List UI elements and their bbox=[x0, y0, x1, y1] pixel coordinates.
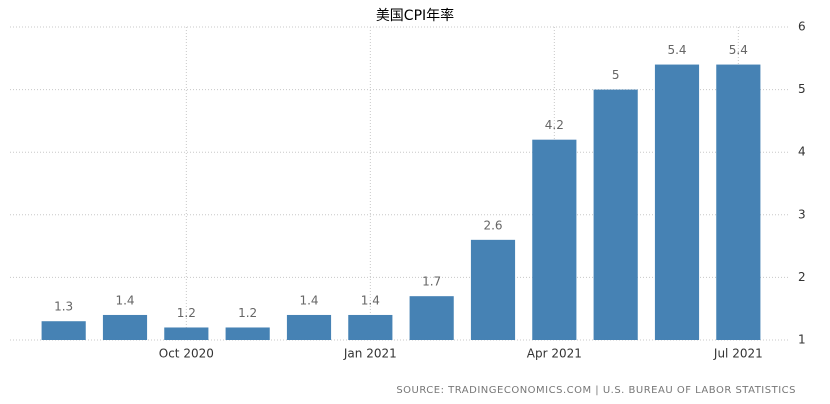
bar bbox=[102, 314, 148, 340]
x-tick-label: Oct 2020 bbox=[159, 347, 214, 361]
value-label: 1.4 bbox=[299, 293, 318, 307]
value-label: 5.4 bbox=[729, 43, 748, 57]
value-label: 1.7 bbox=[422, 275, 441, 289]
y-tick-label: 1 bbox=[798, 333, 806, 347]
value-label: 1.4 bbox=[115, 293, 134, 307]
y-tick-label: 6 bbox=[798, 20, 806, 34]
bar bbox=[470, 239, 516, 340]
value-label: 4.2 bbox=[545, 118, 564, 132]
value-label: 1.3 bbox=[54, 300, 73, 314]
bar bbox=[532, 139, 577, 340]
bar bbox=[593, 89, 638, 340]
x-tick-label: Jan 2021 bbox=[343, 347, 397, 361]
x-tick-label: Apr 2021 bbox=[527, 347, 582, 361]
value-label: 5.4 bbox=[667, 43, 686, 57]
y-tick-label: 5 bbox=[798, 82, 806, 96]
source-note: SOURCE: TRADINGECONOMICS.COM | U.S. BURE… bbox=[396, 385, 796, 396]
bar bbox=[348, 314, 393, 340]
y-tick-label: 4 bbox=[798, 145, 806, 159]
y-tick-label: 2 bbox=[798, 270, 806, 284]
value-label: 1.4 bbox=[361, 293, 380, 307]
chart-title: 美国CPI年率 bbox=[376, 7, 454, 24]
value-label: 1.2 bbox=[238, 306, 257, 320]
bar bbox=[716, 64, 761, 340]
bar bbox=[286, 314, 332, 340]
bar bbox=[409, 296, 454, 340]
bar bbox=[41, 321, 86, 340]
x-tick-label: Jul 2021 bbox=[713, 347, 763, 361]
bar bbox=[164, 327, 209, 340]
bar bbox=[225, 327, 270, 340]
value-label: 1.2 bbox=[177, 306, 196, 320]
value-label: 2.6 bbox=[483, 218, 502, 232]
value-label: 5 bbox=[612, 68, 620, 82]
bar bbox=[654, 64, 700, 340]
y-tick-label: 3 bbox=[798, 207, 806, 221]
